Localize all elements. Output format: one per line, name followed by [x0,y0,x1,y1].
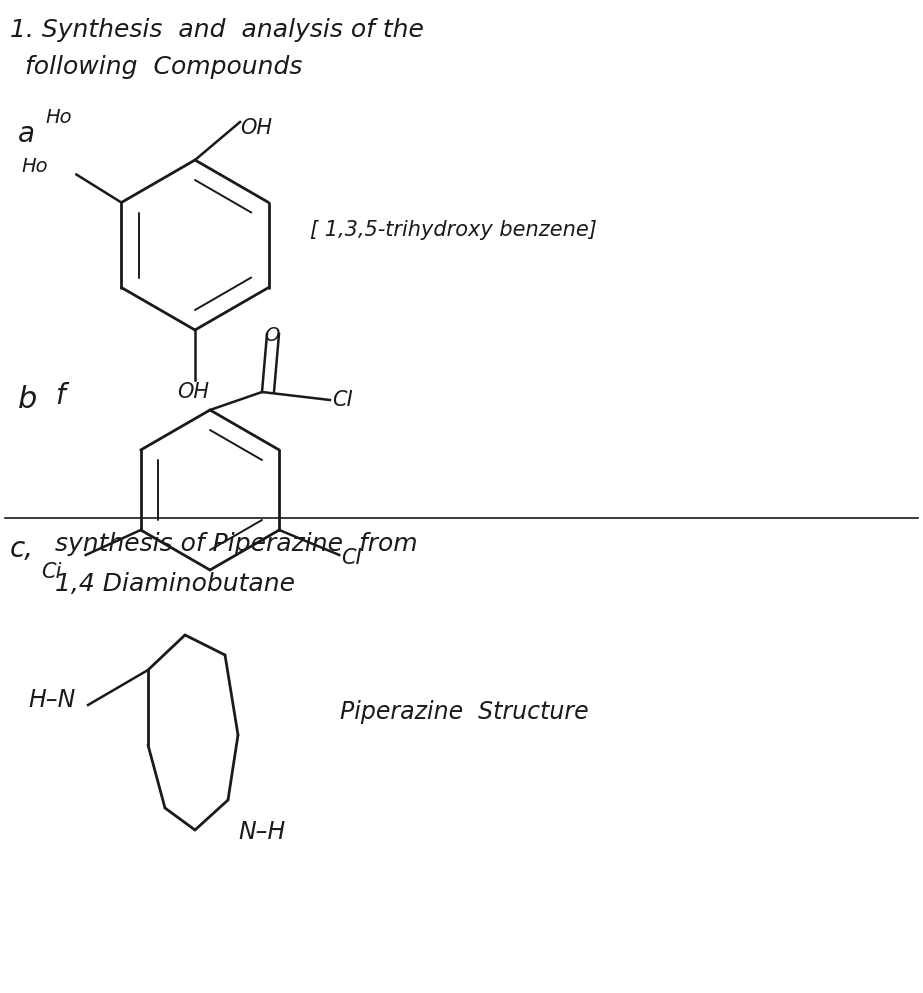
Text: O: O [264,326,280,345]
Text: N–H: N–H [238,820,285,844]
Text: H–N: H–N [28,688,76,712]
Text: CI: CI [342,548,362,568]
Text: b: b [18,385,37,414]
Text: c,: c, [10,535,34,563]
Text: f: f [55,382,65,410]
Text: [ 1,3,5-trihydroxy benzene]: [ 1,3,5-trihydroxy benzene] [310,220,597,240]
Text: synthesis of Piperazine  from: synthesis of Piperazine from [55,532,417,556]
Text: CI: CI [332,390,353,410]
Text: OH: OH [177,382,210,402]
Text: following  Compounds: following Compounds [25,55,303,79]
Text: Ho: Ho [21,158,48,177]
Text: Ci: Ci [41,562,61,582]
Text: Piperazine  Structure: Piperazine Structure [340,700,589,724]
Text: 1,4 Diaminobutane: 1,4 Diaminobutane [55,572,295,596]
Text: a: a [18,120,35,148]
Text: Ho: Ho [45,108,71,127]
Text: OH: OH [240,118,272,138]
Text: 1. Synthesis  and  analysis of the: 1. Synthesis and analysis of the [10,18,424,42]
